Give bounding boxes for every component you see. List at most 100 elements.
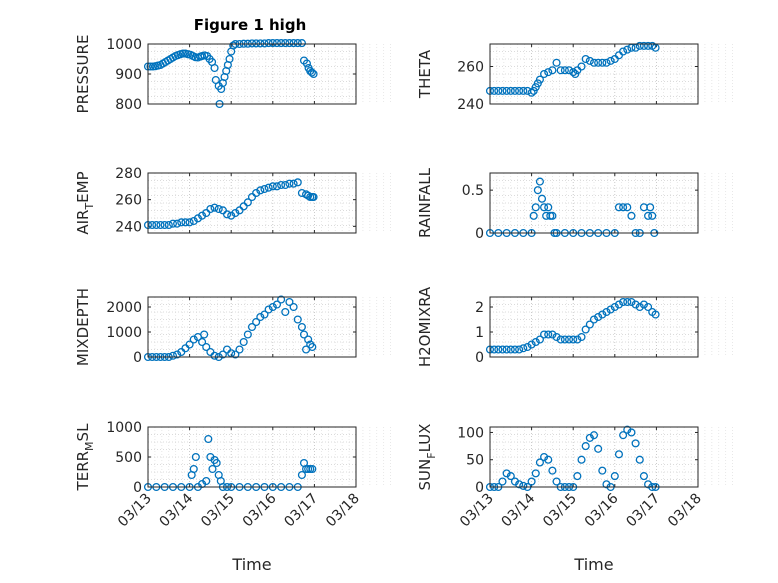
- data-point: [594, 312, 603, 322]
- data-point: [285, 297, 294, 307]
- data-point: [231, 208, 240, 218]
- data-point: [264, 305, 273, 314]
- axes-box: [489, 426, 699, 488]
- data-point: [548, 330, 557, 339]
- data-point: [189, 464, 198, 474]
- data-point: [560, 335, 569, 344]
- y-tick-label: 240: [115, 219, 142, 235]
- data-point: [610, 472, 619, 481]
- data-point: [531, 337, 540, 347]
- y-axis-label: TERRMSL: [74, 423, 96, 492]
- data-point: [527, 88, 536, 97]
- data-point: [619, 431, 628, 440]
- x-tick-label: 03/18: [665, 491, 705, 531]
- data-point: [614, 450, 624, 459]
- data-point: [164, 220, 173, 230]
- data-point: [156, 220, 165, 230]
- data-point: [243, 330, 252, 339]
- figure-title: Figure 1 high: [194, 16, 307, 34]
- data-point: [602, 307, 611, 317]
- data-point: [307, 68, 316, 77]
- data-point: [285, 179, 294, 188]
- x-tick-label: 03/14: [499, 490, 539, 530]
- data-point: [173, 219, 182, 228]
- data-point: [515, 86, 524, 95]
- x-tick-label: 03/15: [540, 491, 580, 531]
- data-point: [498, 477, 507, 486]
- x-tick-label: 03/17: [623, 491, 663, 531]
- y-axis-label: AIRTEMP: [74, 171, 96, 234]
- data-point: [544, 203, 553, 212]
- data-point: [239, 337, 248, 347]
- data-point: [506, 86, 515, 95]
- data-point: [277, 295, 286, 304]
- data-point: [256, 312, 265, 322]
- data-point: [585, 320, 594, 329]
- data-point: [515, 480, 524, 489]
- data-point: [535, 177, 544, 186]
- subplot-h2omixra: 0 1 2 H2OMIXRA: [416, 286, 733, 367]
- data-point: [260, 310, 269, 319]
- y-tick-label: 0: [133, 480, 142, 496]
- data-point: [598, 310, 607, 319]
- y-axis-label: PRESSURE: [74, 35, 92, 114]
- data-point: [212, 458, 221, 468]
- data-point: [293, 315, 302, 324]
- x-tick-label: 03/16: [582, 490, 622, 530]
- data-point: [289, 179, 298, 188]
- data-point: [560, 66, 569, 75]
- data-point: [552, 332, 561, 342]
- y-axis-label: THETA: [416, 49, 434, 99]
- data-point: [644, 211, 653, 220]
- data-point: [614, 203, 624, 212]
- data-point: [302, 59, 311, 68]
- data-point: [210, 351, 219, 360]
- data-point: [272, 300, 282, 309]
- y-axis-label: H2OMIXRA: [416, 286, 434, 367]
- y-tick-label: 50: [466, 453, 484, 469]
- data-point: [173, 350, 182, 359]
- data-point: [299, 330, 309, 339]
- data-point: [185, 340, 194, 349]
- data-point: [264, 183, 273, 192]
- data-point: [214, 204, 223, 214]
- data-point: [535, 75, 544, 84]
- axes-box: [489, 172, 699, 234]
- data-point: [589, 58, 599, 67]
- data-point: [648, 211, 657, 220]
- data-point: [606, 56, 615, 65]
- x-axis-label: Time: [231, 555, 271, 574]
- y-tick-label: 2: [475, 300, 484, 316]
- data-point: [252, 188, 261, 198]
- data-point: [631, 439, 640, 448]
- data-point: [610, 302, 619, 312]
- data-point: [573, 472, 582, 481]
- data-point: [527, 477, 536, 486]
- data-point: [644, 41, 653, 50]
- y-tick-label: 260: [115, 193, 142, 209]
- data-point: [210, 63, 219, 73]
- data-point: [191, 452, 200, 462]
- data-point: [519, 481, 528, 490]
- data-point: [594, 58, 603, 67]
- y-tick-label: 2000: [106, 300, 142, 316]
- y-axis-label: SUNFLUX: [416, 424, 438, 491]
- data-point: [148, 220, 157, 230]
- data-point: [168, 219, 178, 228]
- data-point: [490, 86, 499, 95]
- data-point: [235, 345, 244, 354]
- data-point: [535, 458, 544, 467]
- data-point: [146, 62, 155, 71]
- data-point: [260, 39, 269, 48]
- data-point: [548, 66, 557, 75]
- axes-box: [489, 43, 699, 105]
- data-point: [200, 330, 209, 339]
- data-point: [598, 466, 607, 475]
- data-point: [581, 54, 590, 64]
- data-point: [544, 330, 553, 339]
- data-point: [198, 337, 207, 347]
- data-point: [498, 345, 507, 354]
- x-tick-label: 03/13: [115, 491, 155, 531]
- data-point: [285, 39, 294, 48]
